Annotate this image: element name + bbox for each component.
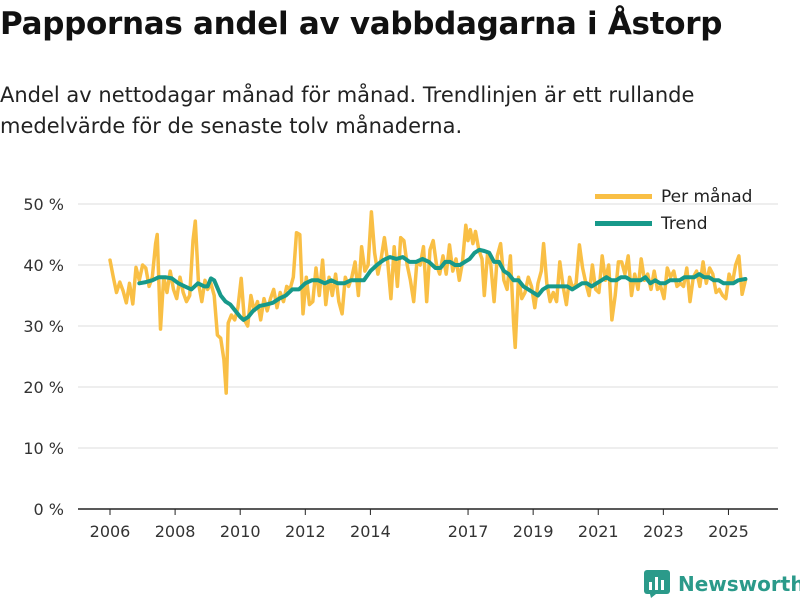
legend-label: Trend bbox=[660, 214, 708, 234]
series-lines bbox=[108, 210, 748, 395]
grid-lines bbox=[78, 203, 778, 449]
x-tick-label: 2010 bbox=[220, 522, 261, 541]
legend-swatch bbox=[595, 221, 652, 226]
trend-series-line bbox=[137, 247, 748, 322]
newsworthy-chart-icon bbox=[644, 570, 670, 598]
x-tick-label: 2014 bbox=[350, 522, 391, 541]
x-axis-ticks: 2006 2008 2010 2012 2014 2017 2019 2021 2023 2025 bbox=[78, 508, 778, 541]
legend-item-trend: Trend bbox=[595, 214, 708, 234]
y-tick-label: 40 % bbox=[23, 256, 64, 275]
x-tick-label: 2021 bbox=[578, 522, 619, 541]
y-tick-label: 0 % bbox=[34, 500, 64, 519]
y-tick-label: 20 % bbox=[23, 378, 64, 397]
legend-item-monthly: Per månad bbox=[595, 186, 752, 207]
x-tick-label: 2023 bbox=[643, 522, 684, 541]
x-tick-label: 2006 bbox=[90, 522, 131, 541]
chart-subtitle: Andel av nettodagar månad för månad. Tre… bbox=[0, 83, 695, 138]
y-axis-ticks: 0 % 10 % 20 % 30 % 40 % 50 % bbox=[23, 195, 64, 519]
x-tick-label: 2017 bbox=[448, 522, 489, 541]
monthly-series-line bbox=[108, 210, 748, 395]
x-tick-label: 2019 bbox=[513, 522, 554, 541]
chart-title: Pappornas andel av vabbdagarna i Åstorp bbox=[0, 6, 723, 42]
y-tick-label: 30 % bbox=[23, 317, 64, 336]
x-tick-label: 2012 bbox=[285, 522, 326, 541]
x-tick-label: 2008 bbox=[155, 522, 196, 541]
y-tick-label: 10 % bbox=[23, 439, 64, 458]
y-tick-label: 50 % bbox=[23, 195, 64, 214]
legend-swatch bbox=[595, 194, 652, 199]
brand-name: Newsworthy bbox=[678, 572, 800, 596]
legend-label: Per månad bbox=[661, 186, 752, 207]
legend: Per månad Trend bbox=[595, 186, 752, 234]
newsworthy-logo: Newsworthy bbox=[644, 568, 800, 600]
x-tick-label: 2025 bbox=[708, 522, 749, 541]
